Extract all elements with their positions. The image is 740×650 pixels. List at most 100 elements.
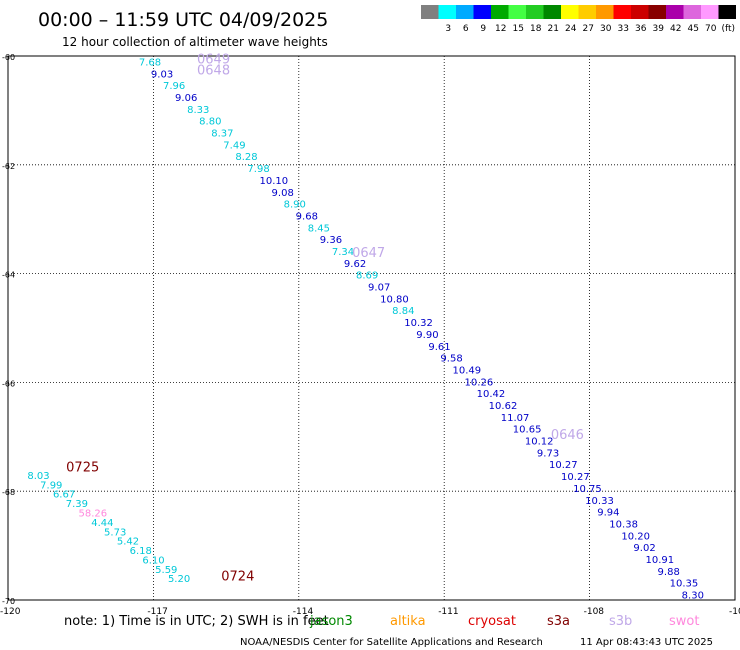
swh-label: 7.98 [247,164,269,175]
swh-label: 8.69 [356,271,378,282]
swh-label: 58.26 [78,508,107,519]
swh-label: 8.45 [308,223,330,234]
satellite-label: swot [669,614,699,629]
legend-label: 27 [583,24,594,34]
track-swot-descending: 7.689.037.969.068.338.808.377.498.287.98… [139,57,704,601]
page-subtitle: 12 hour collection of altimeter wave hei… [62,35,328,49]
swh-label: 7.39 [66,499,88,510]
x-tick-label: -114 [293,607,314,617]
swh-label: 5.59 [155,565,177,576]
footer-note: note: 1) Time is in UTC; 2) SWH is in fe… [64,614,329,629]
map-frame [7,55,736,601]
pass-time-label: 0724 [221,570,254,585]
swh-label: 9.73 [537,448,559,459]
legend-swatch [683,5,701,19]
legend-swatch [666,5,684,19]
x-tick-label: -10 [729,607,740,617]
swh-label: 11.07 [501,413,530,424]
satellite-label: jason3 [309,614,353,629]
legend-swatch [456,5,474,19]
swh-label: 10.12 [525,437,554,448]
swh-label: 10.75 [573,484,602,495]
swh-label: 8.37 [211,129,233,140]
swh-label: 10.27 [561,472,590,483]
tick-labels: -120 -117 -114 -111 -108 -10 -60 -62 -64 -66 -68 -7… [0,53,740,617]
pass-time-label: 0648 [197,64,230,79]
legend-swatch [421,5,439,19]
x-tick-label: -108 [584,607,605,617]
graticule [8,56,735,600]
swh-label: 10.20 [621,531,650,542]
y-tick-label: -68 [2,488,15,497]
swh-label: 6.18 [130,546,152,557]
page-title: 00:00 – 11:59 UTC 04/09/2025 [38,9,328,31]
swh-label: 8.03 [27,471,49,482]
swh-label: 5.42 [117,537,139,548]
legend-label: 24 [565,24,577,34]
swh-label: 9.06 [175,93,197,104]
swh-label: 10.10 [259,176,288,187]
swh-label: 9.03 [151,69,173,80]
satellite-label: s3a [547,614,570,629]
footer-timestamp: 11 Apr 08:43:43 UTC 2025 [580,637,713,648]
swh-label: 10.80 [380,294,409,305]
legend-label: 42 [670,24,681,34]
swh-label: 4.44 [91,518,113,529]
pass-time-label: 0647 [352,246,385,261]
swh-label: 8.84 [392,306,414,317]
swh-label: 8.33 [187,105,209,116]
swh-label: 10.27 [549,460,578,471]
swh-label: 10.26 [465,377,494,388]
color-legend: 3 6 9 12 15 18 21 24 27 30 33 36 39 42 45 70 (ft) [421,5,736,34]
swh-label: 8.28 [235,152,257,163]
legend-label: 33 [618,24,629,34]
y-tick-label: -66 [2,379,15,388]
swh-label: 10.32 [404,318,433,329]
swh-label: 7.34 [332,247,354,258]
y-tick-label: -64 [2,271,15,280]
legend-label: 45 [688,24,699,34]
swh-label: 9.08 [272,188,294,199]
swh-label: 9.07 [368,283,390,294]
swh-label: 7.49 [223,140,245,151]
swh-label: 6.10 [142,555,164,566]
pass-time-label: 0725 [66,461,99,476]
legend-label: 9 [480,24,486,34]
legend-label: 18 [530,24,542,34]
satellite-label: s3b [609,614,632,629]
x-tick-label: -111 [438,607,458,617]
swh-label: 10.62 [489,401,518,412]
swh-label: 10.35 [670,579,699,590]
x-tick-label: -120 [0,607,21,617]
legend-label: 6 [463,24,469,34]
legend-swatch [648,5,666,19]
satellite-label: cryosat [468,614,516,629]
swh-label: 10.42 [477,389,506,400]
legend-swatch [578,5,596,19]
swh-label: 10.38 [609,519,638,530]
legend-swatch [473,5,491,19]
swh-label: 5.20 [168,574,190,585]
swh-label: 6.67 [53,490,75,501]
swh-label: 7.68 [139,57,161,68]
legend-swatch [613,5,631,19]
legend-label: 70 [705,24,717,34]
legend-swatch [526,5,544,19]
legend-swatch [718,5,736,19]
satellite-label: altika [390,614,426,629]
swh-label: 10.33 [585,496,614,507]
swh-label: 5.73 [104,527,126,538]
legend-swatch [701,5,719,19]
legend-label: 30 [600,24,612,34]
legend-swatch [438,5,456,19]
pass-time-label: 0649 [197,53,230,68]
legend-swatch [561,5,579,19]
footer-credit: NOAA/NESDIS Center for Satellite Applica… [240,637,543,648]
swh-label: 10.65 [513,425,542,436]
legend-swatch [631,5,649,19]
legend-label: 39 [653,24,665,34]
legend-label: 3 [445,24,451,34]
swh-label: 10.91 [645,555,674,566]
legend-label: 36 [635,24,647,34]
